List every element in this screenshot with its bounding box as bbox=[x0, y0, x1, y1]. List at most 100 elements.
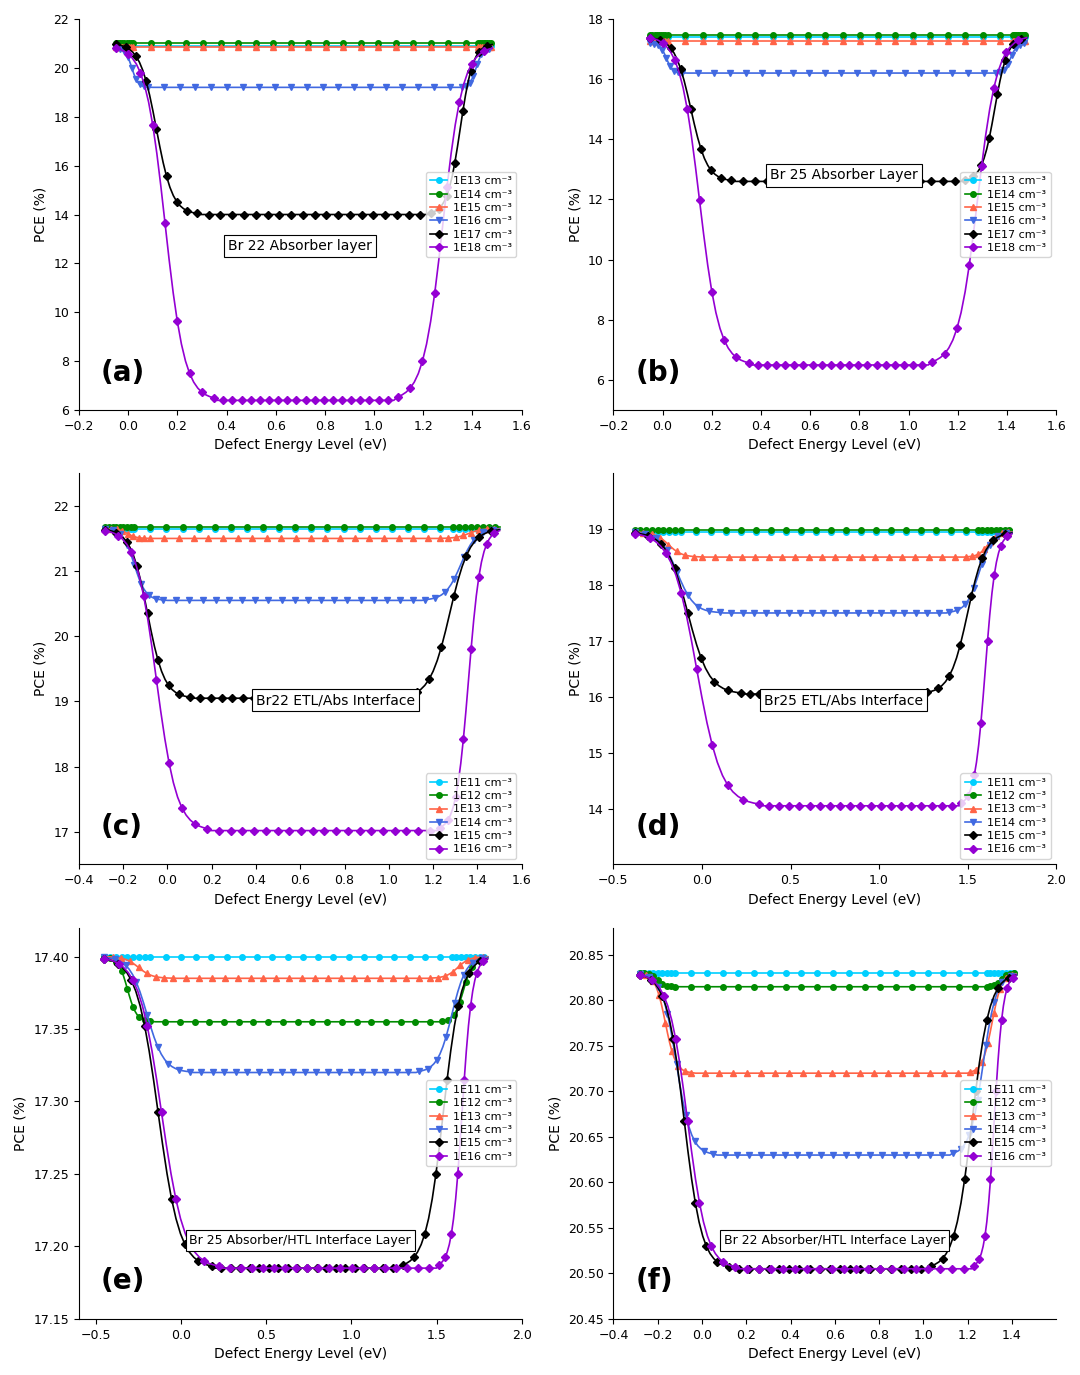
1E16 cm⁻³ bbox=[284, 80, 297, 96]
1E16 cm⁻³ bbox=[486, 40, 499, 56]
1E14 cm⁻³ bbox=[813, 28, 826, 44]
1E17 cm⁻³ bbox=[486, 36, 499, 52]
1E15 cm⁻³ bbox=[435, 638, 448, 654]
1E18 cm⁻³ bbox=[109, 40, 122, 56]
1E14 cm⁻³ bbox=[968, 580, 981, 597]
1E13 cm⁻³ bbox=[485, 37, 498, 54]
1E13 cm⁻³ bbox=[1008, 965, 1021, 982]
1E11 cm⁻³ bbox=[983, 524, 996, 540]
X-axis label: Defect Energy Level (eV): Defect Energy Level (eV) bbox=[748, 1348, 921, 1361]
1E14 cm⁻³ bbox=[629, 524, 642, 540]
1E16 cm⁻³ bbox=[490, 524, 503, 540]
1E13 cm⁻³ bbox=[446, 964, 459, 980]
1E18 cm⁻³ bbox=[824, 356, 837, 373]
1E14 cm⁻³ bbox=[109, 36, 122, 52]
1E13 cm⁻³ bbox=[1005, 524, 1018, 540]
1E15 cm⁻³ bbox=[280, 690, 293, 707]
Y-axis label: PCE (%): PCE (%) bbox=[568, 187, 582, 242]
1E16 cm⁻³ bbox=[716, 767, 729, 784]
1E14 cm⁻³ bbox=[137, 994, 150, 1011]
1E13 cm⁻³ bbox=[656, 29, 669, 45]
1E13 cm⁻³ bbox=[171, 969, 184, 986]
1E16 cm⁻³ bbox=[659, 47, 672, 63]
1E14 cm⁻³ bbox=[448, 571, 461, 587]
1E15 cm⁻³ bbox=[1007, 33, 1020, 50]
1E17 cm⁻³ bbox=[983, 129, 996, 146]
1E13 cm⁻³ bbox=[429, 969, 442, 986]
1E15 cm⁻³ bbox=[489, 522, 502, 539]
1E15 cm⁻³ bbox=[644, 33, 657, 50]
1E15 cm⁻³ bbox=[472, 38, 485, 55]
1E12 cm⁻³ bbox=[267, 518, 280, 535]
1E12 cm⁻³ bbox=[98, 949, 111, 965]
1E12 cm⁻³ bbox=[480, 949, 492, 965]
1E13 cm⁻³ bbox=[109, 37, 122, 54]
X-axis label: Defect Energy Level (eV): Defect Energy Level (eV) bbox=[214, 439, 387, 452]
1E12 cm⁻³ bbox=[1005, 522, 1018, 539]
Line: 1E13 cm⁻³: 1E13 cm⁻³ bbox=[113, 43, 495, 48]
1E13 cm⁻³ bbox=[1007, 29, 1020, 45]
1E18 cm⁻³ bbox=[1021, 29, 1034, 45]
1E14 cm⁻³ bbox=[1018, 28, 1031, 44]
1E15 cm⁻³ bbox=[494, 521, 507, 538]
X-axis label: Defect Energy Level (eV): Defect Energy Level (eV) bbox=[748, 892, 921, 906]
1E12 cm⁻³ bbox=[661, 522, 674, 539]
1E15 cm⁻³ bbox=[697, 1228, 710, 1244]
Line: 1E15 cm⁻³: 1E15 cm⁻³ bbox=[648, 38, 1029, 44]
Line: 1E13 cm⁻³: 1E13 cm⁻³ bbox=[102, 954, 490, 982]
Text: Br25 ETL/Abs Interface: Br25 ETL/Abs Interface bbox=[765, 693, 923, 707]
1E13 cm⁻³ bbox=[478, 949, 491, 965]
1E13 cm⁻³ bbox=[486, 37, 499, 54]
1E16 cm⁻³ bbox=[451, 1166, 464, 1182]
Line: 1E16 cm⁻³: 1E16 cm⁻³ bbox=[103, 528, 502, 833]
Line: 1E12 cm⁻³: 1E12 cm⁻³ bbox=[103, 524, 502, 529]
1E13 cm⁻³ bbox=[634, 965, 647, 982]
1E16 cm⁻³ bbox=[124, 55, 137, 72]
1E16 cm⁻³ bbox=[701, 1228, 714, 1244]
1E16 cm⁻³ bbox=[666, 62, 679, 78]
1E13 cm⁻³ bbox=[494, 521, 507, 538]
1E13 cm⁻³ bbox=[968, 1063, 981, 1079]
1E14 cm⁻³ bbox=[98, 949, 111, 965]
1E18 cm⁻³ bbox=[644, 29, 657, 45]
1E14 cm⁻³ bbox=[644, 28, 657, 44]
1E12 cm⁻³ bbox=[276, 1013, 289, 1030]
1E13 cm⁻³ bbox=[99, 521, 112, 538]
1E14 cm⁻³ bbox=[651, 28, 664, 44]
1E15 cm⁻³ bbox=[486, 38, 499, 55]
1E17 cm⁻³ bbox=[166, 187, 179, 203]
1E16 cm⁻³ bbox=[1010, 967, 1023, 983]
1E18 cm⁻³ bbox=[962, 257, 975, 274]
1E13 cm⁻³ bbox=[657, 1005, 670, 1022]
1E14 cm⁻³ bbox=[667, 556, 680, 572]
Line: 1E14 cm⁻³: 1E14 cm⁻³ bbox=[102, 954, 490, 1075]
1E13 cm⁻³ bbox=[977, 542, 990, 558]
1E12 cm⁻³ bbox=[629, 522, 642, 539]
1E14 cm⁻³ bbox=[426, 590, 438, 606]
1E15 cm⁻³ bbox=[677, 588, 690, 605]
1E18 cm⁻³ bbox=[289, 392, 302, 408]
1E13 cm⁻³ bbox=[982, 1034, 995, 1050]
1E18 cm⁻³ bbox=[482, 41, 495, 58]
1E15 cm⁻³ bbox=[629, 525, 642, 542]
1E16 cm⁻³ bbox=[1008, 968, 1021, 984]
Text: Br 22 Absorber/HTL Interface Layer: Br 22 Absorber/HTL Interface Layer bbox=[724, 1235, 946, 1247]
1E13 cm⁻³ bbox=[472, 37, 485, 54]
1E12 cm⁻³ bbox=[973, 522, 986, 539]
1E16 cm⁻³ bbox=[216, 1260, 229, 1276]
1E12 cm⁻³ bbox=[650, 971, 663, 987]
1E16 cm⁻³ bbox=[467, 67, 480, 84]
1E16 cm⁻³ bbox=[99, 522, 112, 539]
1E15 cm⁻³ bbox=[99, 521, 112, 538]
Line: 1E11 cm⁻³: 1E11 cm⁻³ bbox=[637, 971, 1020, 976]
1E16 cm⁻³ bbox=[974, 715, 987, 732]
1E14 cm⁻³ bbox=[481, 949, 494, 965]
1E13 cm⁻³ bbox=[476, 37, 489, 54]
1E18 cm⁻³ bbox=[154, 179, 167, 195]
1E11 cm⁻³ bbox=[478, 949, 491, 965]
1E16 cm⁻³ bbox=[480, 951, 492, 968]
1E15 cm⁻³ bbox=[813, 33, 826, 50]
1E11 cm⁻³ bbox=[112, 520, 125, 536]
1E14 cm⁻³ bbox=[1002, 524, 1015, 540]
1E12 cm⁻³ bbox=[454, 994, 467, 1011]
